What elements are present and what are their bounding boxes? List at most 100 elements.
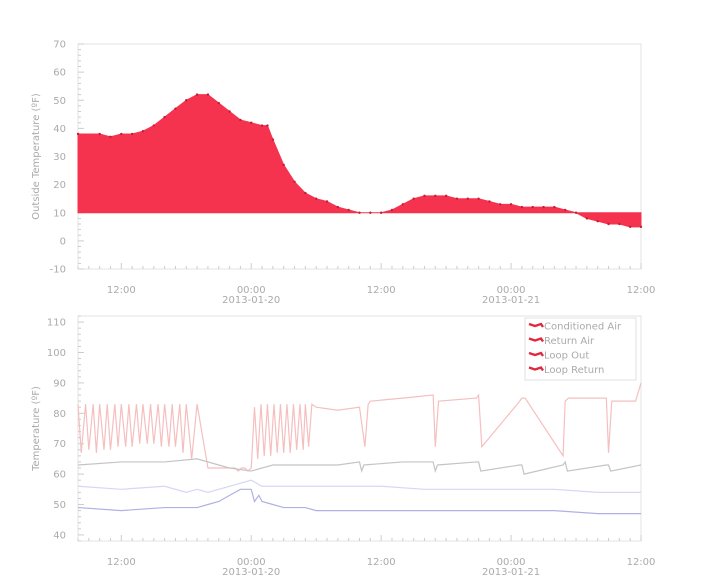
- data-point: [347, 208, 350, 212]
- y-axis-title: Outside Temperature (ºF): [31, 93, 42, 220]
- data-point: [141, 129, 145, 133]
- y-tick-label: 30: [53, 152, 66, 163]
- x-tick-label: 00:00: [497, 285, 526, 296]
- data-point: [574, 211, 578, 214]
- data-point: [542, 205, 545, 209]
- series-line-loop-out: [77, 479, 641, 493]
- legend-swatch: [528, 337, 544, 343]
- legend-label: Loop Out: [544, 351, 589, 362]
- data-point: [130, 132, 134, 136]
- data-point: [618, 222, 621, 226]
- data-point: [423, 194, 426, 198]
- x-tick-label: 12:00: [627, 557, 656, 568]
- data-point: [401, 203, 405, 206]
- data-point: [260, 124, 264, 127]
- x-tick-label: 00:00: [237, 557, 266, 568]
- data-point: [314, 197, 318, 200]
- legend-label: Conditioned Air: [544, 322, 622, 333]
- data-point: [520, 205, 524, 209]
- legend-swatch: [528, 351, 544, 357]
- data-point: [509, 203, 513, 206]
- data-point: [607, 222, 610, 226]
- legend-label: Loop Return: [544, 365, 604, 376]
- data-point: [564, 208, 567, 212]
- data-point: [434, 194, 437, 198]
- y-axis-title: Temperature (ºF): [31, 386, 42, 472]
- y-tick-label: 90: [53, 378, 66, 389]
- x-tick-label: 12:00: [107, 557, 136, 568]
- data-point: [271, 138, 275, 141]
- x-tick-label: 12:00: [627, 285, 656, 296]
- x-tick-date-label: 2013-01-21: [482, 295, 540, 306]
- y-tick-label: 0: [60, 236, 66, 247]
- data-point: [195, 93, 199, 96]
- x-tick-label: 12:00: [107, 285, 136, 296]
- data-point: [206, 93, 210, 96]
- data-point: [120, 132, 123, 136]
- y-tick-label: 50: [53, 500, 66, 511]
- data-point: [293, 180, 296, 184]
- data-point: [228, 110, 231, 113]
- data-point: [379, 211, 383, 214]
- data-point: [369, 211, 372, 214]
- y-tick-label: 110: [47, 318, 66, 329]
- data-point: [304, 191, 307, 195]
- legend-label: Return Air: [544, 336, 595, 347]
- data-point: [390, 208, 394, 212]
- data-point: [325, 200, 329, 203]
- data-point: [628, 225, 632, 229]
- y-tick-label: 40: [53, 124, 66, 135]
- data-point: [412, 197, 415, 200]
- data-point: [477, 197, 480, 200]
- data-point: [217, 101, 220, 105]
- y-tick-label: 40: [53, 530, 66, 541]
- y-tick-label: -10: [50, 265, 66, 276]
- data-point: [109, 135, 112, 139]
- x-tick-date-label: 2013-01-20: [222, 295, 280, 306]
- data-point: [336, 205, 340, 209]
- data-point: [174, 107, 177, 110]
- x-tick-date-label: 2013-01-20: [222, 567, 280, 578]
- y-tick-label: 100: [47, 348, 66, 359]
- data-point: [488, 200, 491, 203]
- data-point: [639, 225, 643, 229]
- x-tick-date-label: 2013-01-21: [482, 567, 540, 578]
- data-point: [466, 197, 469, 200]
- x-tick-label: 00:00: [497, 557, 526, 568]
- outside-temperature-area: [77, 94, 642, 228]
- data-point: [266, 124, 269, 127]
- y-tick-label: 60: [53, 68, 66, 79]
- legend-swatch: [528, 366, 544, 372]
- data-point: [553, 205, 556, 209]
- data-point: [250, 121, 253, 124]
- data-point: [585, 217, 589, 220]
- data-point: [596, 219, 599, 223]
- y-tick-label: 80: [53, 409, 66, 420]
- data-point: [152, 124, 155, 127]
- data-point: [444, 194, 448, 198]
- data-point: [499, 203, 502, 206]
- data-point: [455, 197, 459, 200]
- data-point: [358, 211, 361, 214]
- y-tick-label: 20: [53, 180, 66, 191]
- data-point: [282, 163, 285, 167]
- x-tick-label: 00:00: [237, 285, 266, 296]
- x-tick-label: 12:00: [367, 285, 396, 296]
- y-tick-label: 50: [53, 96, 66, 107]
- data-point: [531, 205, 534, 209]
- series-line-conditioned-air: [77, 382, 642, 472]
- series-line-return-air: [77, 458, 642, 475]
- y-tick-label: 70: [53, 439, 66, 450]
- y-tick-label: 10: [53, 208, 66, 219]
- data-point: [185, 99, 188, 102]
- x-tick-label: 12:00: [367, 557, 396, 568]
- data-point: [98, 132, 101, 136]
- y-tick-label: 60: [53, 470, 66, 481]
- data-point: [163, 115, 166, 119]
- series-line-loop-return: [77, 488, 641, 515]
- legend-swatch: [528, 322, 544, 328]
- data-point: [76, 132, 80, 136]
